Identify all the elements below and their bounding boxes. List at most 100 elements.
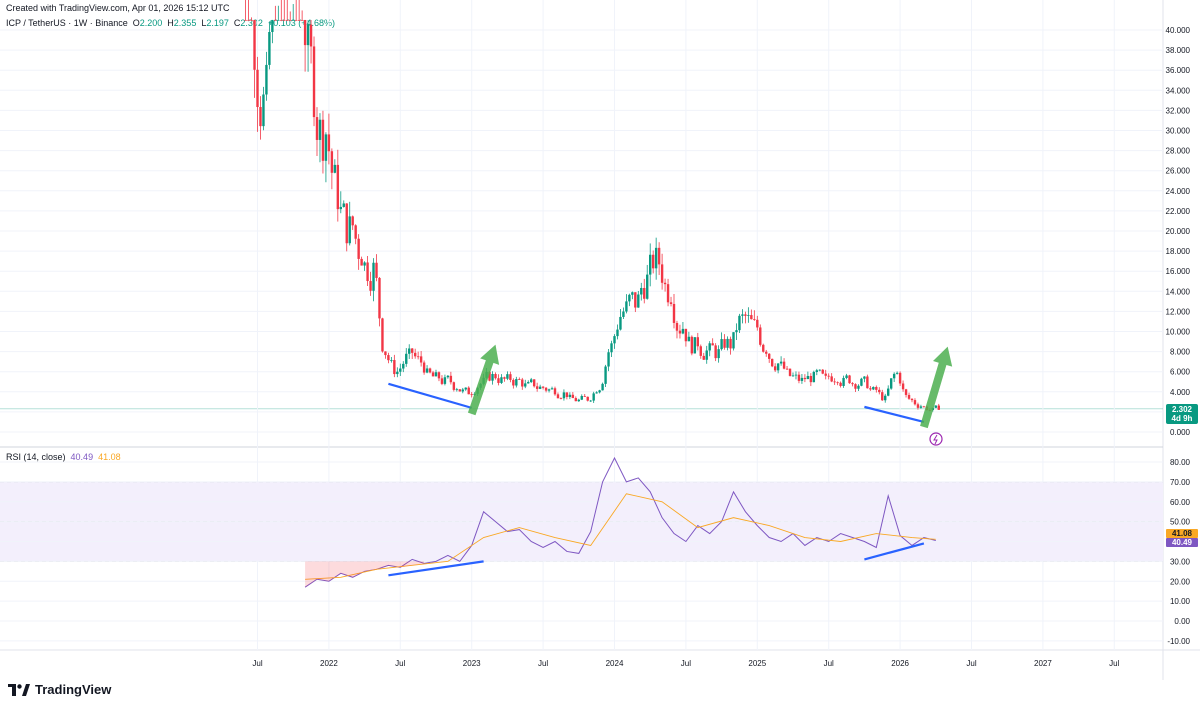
candle-body	[702, 355, 705, 360]
brand-name: TradingView	[35, 682, 112, 697]
candle-body	[729, 338, 732, 349]
candle-body	[875, 386, 878, 390]
candle-body	[396, 371, 399, 375]
chart-canvas[interactable]: 0.0002.0004.0006.0008.00010.00012.00014.…	[0, 0, 1200, 680]
x-tick-label: Jul	[395, 659, 405, 668]
candle-body	[887, 388, 890, 396]
candle-body	[690, 336, 694, 354]
candle-body	[509, 374, 512, 380]
candle-body	[324, 134, 328, 161]
candle-body	[720, 339, 723, 350]
candle-body	[625, 301, 628, 312]
x-tick-label: Jul	[824, 659, 834, 668]
candle-body	[300, 19, 304, 21]
candle-body	[628, 294, 631, 302]
rsi-value: 40.49	[70, 452, 94, 462]
rsi-tick-label: -10.00	[1167, 637, 1190, 646]
price-tick-label: 20.000	[1166, 227, 1191, 236]
candle-body	[869, 388, 872, 390]
candle-body	[806, 375, 810, 380]
candle-body	[488, 371, 491, 381]
candle-body	[773, 366, 777, 371]
candle-body	[363, 262, 366, 266]
price-label-countdown: 4d 9h	[1172, 414, 1193, 423]
price-divergence-line	[864, 405, 925, 424]
candle-body	[297, 19, 301, 21]
candle-body	[631, 292, 634, 295]
candle-body	[369, 281, 372, 291]
candle-body	[366, 262, 369, 282]
candle-body	[681, 328, 685, 334]
candle-body	[881, 392, 884, 401]
rsi-ma-label-box	[1166, 529, 1198, 538]
price-tick-label: 24.000	[1166, 187, 1191, 196]
candle-body	[723, 339, 726, 348]
candle-body	[283, 19, 286, 21]
candle-body	[357, 238, 360, 259]
price-tick-label: 26.000	[1166, 167, 1191, 176]
price-tick-label: 8.000	[1170, 348, 1191, 357]
candle-body	[717, 349, 720, 359]
candle-body	[265, 64, 268, 95]
price-tick-label: 10.000	[1166, 328, 1191, 337]
rsi-title[interactable]: RSI (14, close)	[6, 452, 66, 462]
candle-body	[657, 247, 661, 265]
price-tick-label: 18.000	[1166, 247, 1191, 256]
candle-body	[583, 396, 586, 397]
candle-body	[788, 368, 792, 376]
candle-body	[863, 376, 866, 379]
candle-body	[544, 387, 548, 391]
rsi-tick-label: 30.00	[1170, 557, 1191, 566]
rsi-tick-label: 70.00	[1170, 478, 1191, 487]
candle-body	[634, 292, 637, 308]
x-tick-label: 2023	[463, 659, 481, 668]
x-tick-label: 2027	[1034, 659, 1052, 668]
candle-body	[916, 404, 920, 408]
x-tick-label: Jul	[538, 659, 548, 668]
candle-body	[360, 258, 363, 266]
candle-body	[339, 206, 342, 210]
candle-body	[637, 294, 640, 308]
candle-body	[678, 330, 682, 334]
candle-body	[726, 338, 729, 348]
candle-body	[461, 389, 464, 392]
candle-body	[568, 394, 572, 398]
tradingview-logo: TradingView	[8, 682, 111, 697]
rsi-divergence-line	[388, 560, 484, 577]
candle-body	[693, 337, 697, 354]
candle-body	[878, 389, 881, 393]
candle-body	[738, 315, 741, 331]
candle-body	[934, 405, 937, 408]
candle-body	[524, 383, 527, 387]
candle-body	[506, 374, 509, 379]
candle-body	[741, 314, 744, 316]
candle-body	[497, 378, 500, 383]
candle-body	[292, 19, 295, 21]
symbol-legend: ICP / TetherUS · 1W · Binance O2.200 H2.…	[6, 18, 335, 28]
candle-body	[303, 19, 307, 46]
candle-body	[922, 406, 926, 408]
candle-body	[431, 372, 435, 377]
symbol-title[interactable]: ICP / TetherUS · 1W · Binance	[6, 18, 128, 28]
rsi-label: 40.49	[1172, 538, 1193, 547]
lightning-icon[interactable]	[929, 432, 943, 446]
candle-body	[705, 350, 708, 360]
candle-body	[848, 375, 851, 384]
x-tick-label: 2025	[748, 659, 766, 668]
candle-body	[776, 363, 780, 371]
candle-body	[381, 318, 384, 352]
candle-body	[422, 362, 426, 373]
candle-body	[622, 311, 625, 317]
candle-body	[384, 351, 387, 356]
candle-body	[672, 303, 676, 323]
candle-body	[577, 399, 580, 402]
candle-body	[390, 360, 393, 361]
candle-body	[666, 284, 670, 303]
rsi-tick-label: 80.00	[1170, 458, 1191, 467]
candle-body	[565, 392, 569, 398]
candle-body	[842, 377, 845, 386]
candle-body	[904, 389, 908, 395]
rsi-ma-line	[305, 493, 936, 580]
x-tick-label: 2024	[606, 659, 624, 668]
candle-body	[919, 406, 923, 408]
